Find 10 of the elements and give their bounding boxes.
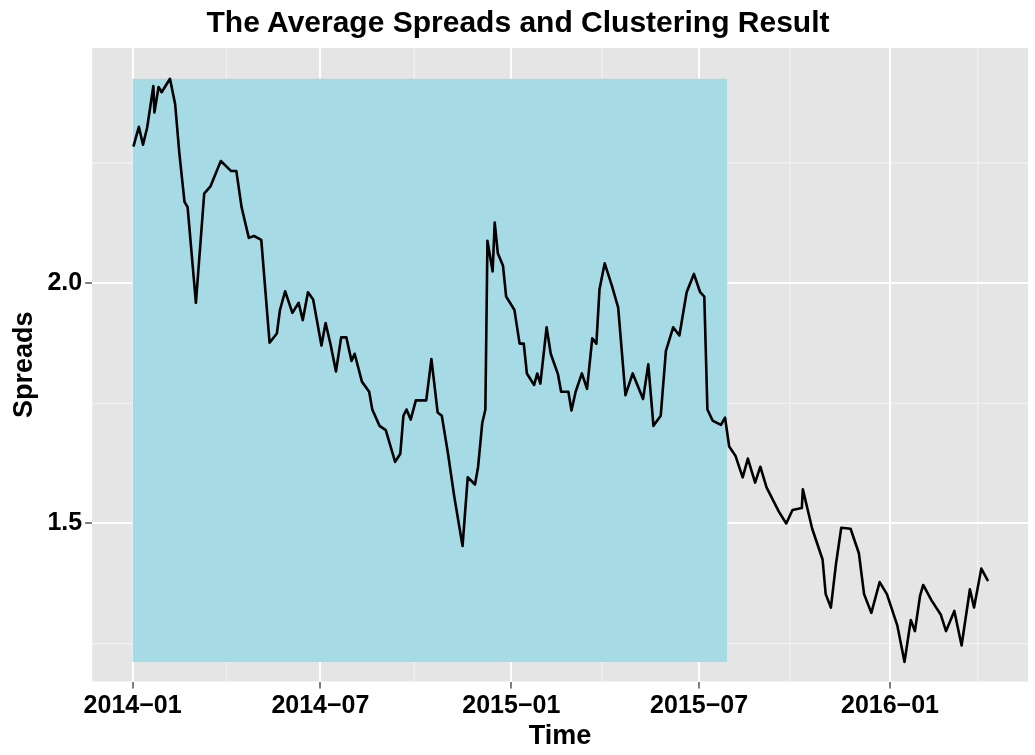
x-axis-title: Time <box>528 720 592 751</box>
y-tick-label: 1.5 <box>47 507 83 536</box>
x-tick-label: 2016−01 <box>840 690 940 719</box>
x-tick-label: 2015−07 <box>650 690 749 719</box>
x-tick-label: 2014−01 <box>83 690 182 719</box>
x-tick-label: 2015−01 <box>462 690 561 719</box>
y-axis-title: Spreads <box>7 311 38 419</box>
chart-title: The Average Spreads and Clustering Result <box>206 5 830 39</box>
x-tick-label: 2014−07 <box>271 690 370 719</box>
y-tick-label: 2.0 <box>47 266 83 295</box>
